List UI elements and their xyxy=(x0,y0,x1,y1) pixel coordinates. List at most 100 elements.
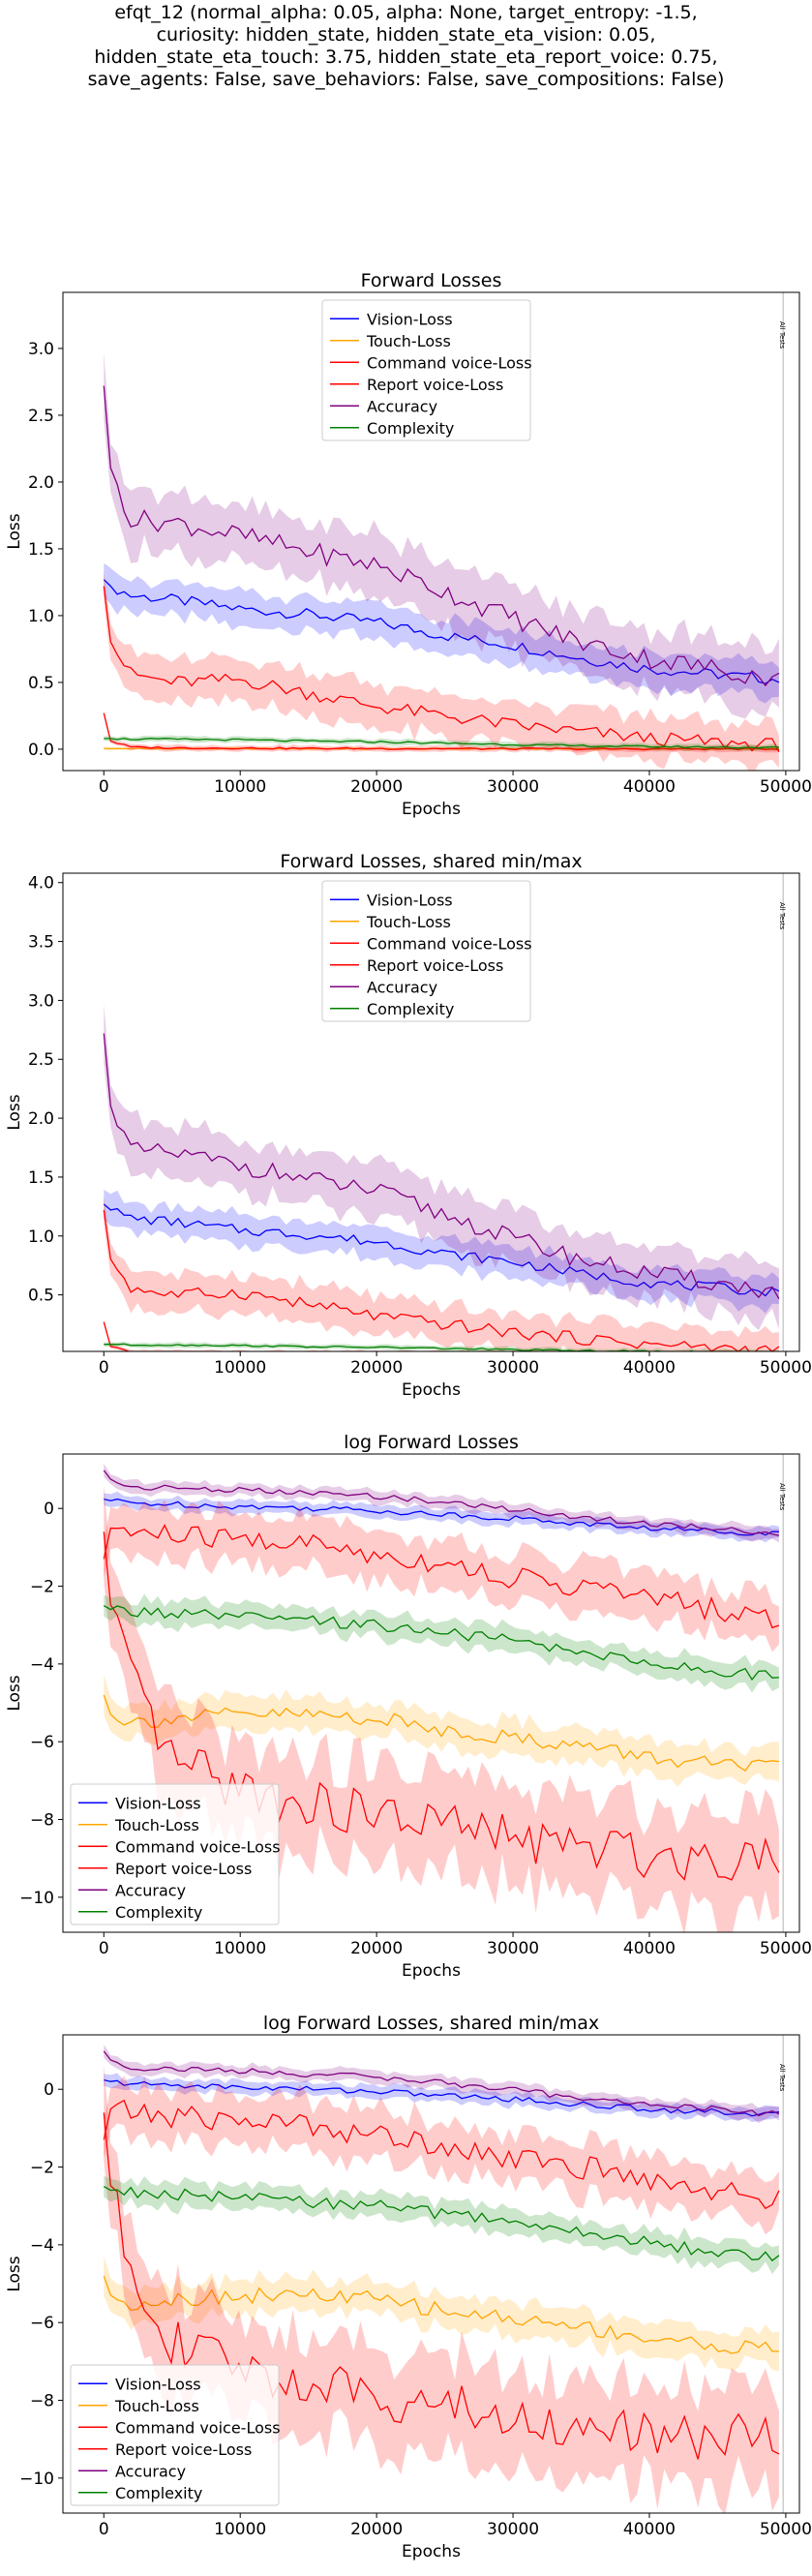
x-tick-label: 0 xyxy=(99,1939,109,1958)
chart-forward-losses-shared: Forward Losses, shared min/max All Tests 0… xyxy=(5,851,812,1400)
y-tick-label: −8 xyxy=(30,2392,54,2411)
legend-label-complexity: Complexity xyxy=(367,419,454,438)
series-line-report xyxy=(103,1531,780,1881)
plot-frame xyxy=(62,2034,800,2514)
x-tick-label: 40000 xyxy=(623,1358,676,1378)
series-line-complexity xyxy=(104,1343,765,1351)
chart-title: log Forward Losses, shared min/max xyxy=(263,2014,599,2034)
series-band-touch xyxy=(104,1675,779,1787)
legend-label-command: Command voice-Loss xyxy=(367,934,532,953)
series-line-accuracy xyxy=(103,2050,780,2117)
legend-label-touch: Touch-Loss xyxy=(114,2397,199,2415)
x-tick-label: 30000 xyxy=(487,777,539,797)
series-line-report xyxy=(103,712,779,751)
x-axis-label: Epochs xyxy=(402,1380,461,1400)
legend-label-report: Report voice-Loss xyxy=(367,376,503,394)
x-tick-label: 40000 xyxy=(623,2520,676,2539)
x-tick-label: 50000 xyxy=(760,777,812,797)
series-band-accuracy xyxy=(104,351,779,719)
y-tick-label: −2 xyxy=(30,1578,54,1597)
legend-label-command: Command voice-Loss xyxy=(367,353,532,372)
legend: Vision-Loss Touch-Loss Command voice-Loss R… xyxy=(70,2364,281,2506)
series-band-touch xyxy=(104,1351,779,1355)
y-tick-label: −8 xyxy=(30,1811,54,1831)
series-line-command xyxy=(103,2099,780,2210)
legend-label-accuracy: Accuracy xyxy=(367,978,437,996)
series-band-vision xyxy=(104,1189,779,1314)
y-tick-label: −4 xyxy=(30,2236,54,2256)
plot-frame xyxy=(62,1453,800,1933)
y-tick-label: 3.0 xyxy=(28,991,54,1011)
chart-log-forward-losses: log Forward Losses All Tests 0 10000 20000 30… xyxy=(5,1432,812,1981)
y-tick-label: −10 xyxy=(19,2470,54,2489)
series-line-vision xyxy=(104,1498,779,1536)
x-tick-label: 0 xyxy=(99,777,109,797)
series-band-accuracy xyxy=(104,1003,779,1331)
y-tick-label: 1.5 xyxy=(28,1168,54,1188)
x-tick-label: 20000 xyxy=(350,1939,403,1958)
legend-label-report: Report voice-Loss xyxy=(367,956,503,975)
legend-box xyxy=(70,1783,280,1925)
chart-title: Forward Losses xyxy=(361,271,502,291)
x-tick-label: 20000 xyxy=(350,1358,403,1378)
x-tick-label: 40000 xyxy=(623,777,676,797)
legend-label-vision: Vision-Loss xyxy=(367,891,453,909)
series-line-touch xyxy=(103,2275,779,2354)
legend-box xyxy=(321,299,531,441)
y-axis-label: Loss xyxy=(5,2256,24,2291)
legend-label-report: Report voice-Loss xyxy=(115,2440,252,2459)
x-tick-label: 0 xyxy=(99,2520,109,2539)
y-tick-label: 0.0 xyxy=(28,741,54,760)
series-line-command xyxy=(103,586,780,752)
legend-label-vision: Vision-Loss xyxy=(115,1794,201,1812)
x-tick-label: 40000 xyxy=(623,1939,676,1958)
x-tick-label: 20000 xyxy=(350,777,403,797)
x-tick-label: 10000 xyxy=(214,1939,266,1958)
series-line-complexity xyxy=(104,738,779,749)
series-band-touch xyxy=(104,2256,779,2372)
chart-panel-log-forward-losses: log Forward Losses All Tests 0 10000 20000 30… xyxy=(0,1432,812,1994)
all-tests-label: All Tests xyxy=(778,2064,786,2092)
x-tick-label: 20000 xyxy=(350,2520,403,2539)
y-tick-label: 0 xyxy=(44,1500,54,1519)
figure-title-line: save_agents: False, save_behaviors: Fals… xyxy=(87,69,725,90)
chart-log-forward-losses-shared: log Forward Losses, shared min/max All Te… xyxy=(5,2013,812,2561)
x-tick-label: 0 xyxy=(99,1358,109,1378)
y-tick-label: −10 xyxy=(19,1889,54,1908)
y-tick-label: 4.0 xyxy=(28,874,54,894)
series-band-vision xyxy=(104,1491,779,1543)
y-tick-label: 1.0 xyxy=(28,1227,54,1247)
legend-box xyxy=(70,2364,280,2506)
series-band-accuracy xyxy=(104,1464,779,1543)
x-axis-label: Epochs xyxy=(402,800,461,819)
series-line-report xyxy=(103,2112,780,2460)
legend-label-touch: Touch-Loss xyxy=(366,913,451,931)
series-band-command xyxy=(104,1196,779,1351)
series-band-command xyxy=(104,1500,779,1652)
y-tick-label: 0 xyxy=(44,2080,54,2100)
y-tick-label: −6 xyxy=(30,2314,54,2333)
series-line-complexity xyxy=(103,1605,779,1682)
x-tick-label: 10000 xyxy=(214,777,266,797)
y-axis-label: Loss xyxy=(5,513,24,549)
y-tick-label: −6 xyxy=(30,1733,54,1752)
figure-title: efqt_12 (normal_alpha: 0.05, alpha: None… xyxy=(0,2,812,91)
x-tick-label: 30000 xyxy=(487,1939,539,1958)
chart-panel-log-forward-losses-shared: log Forward Losses, shared min/max All Te… xyxy=(0,2013,812,2572)
series-line-vision xyxy=(103,579,780,684)
y-tick-label: −2 xyxy=(30,2159,54,2178)
x-tick-label: 50000 xyxy=(760,1358,812,1378)
legend-label-complexity: Complexity xyxy=(115,2484,202,2502)
legend-label-accuracy: Accuracy xyxy=(115,2462,186,2480)
y-tick-label: −4 xyxy=(30,1655,54,1675)
x-tick-label: 10000 xyxy=(214,2520,266,2539)
all-tests-label: All Tests xyxy=(778,902,786,930)
y-tick-label: 0.5 xyxy=(28,1287,54,1306)
series-line-command xyxy=(103,1209,780,1351)
series-line-accuracy xyxy=(103,385,780,687)
all-tests-label: All Tests xyxy=(778,321,786,349)
series-line-accuracy xyxy=(103,1470,780,1536)
x-tick-label: 50000 xyxy=(760,1939,812,1958)
legend: Vision-Loss Touch-Loss Command voice-Loss R… xyxy=(321,880,532,1022)
series-line-command xyxy=(103,1524,780,1629)
